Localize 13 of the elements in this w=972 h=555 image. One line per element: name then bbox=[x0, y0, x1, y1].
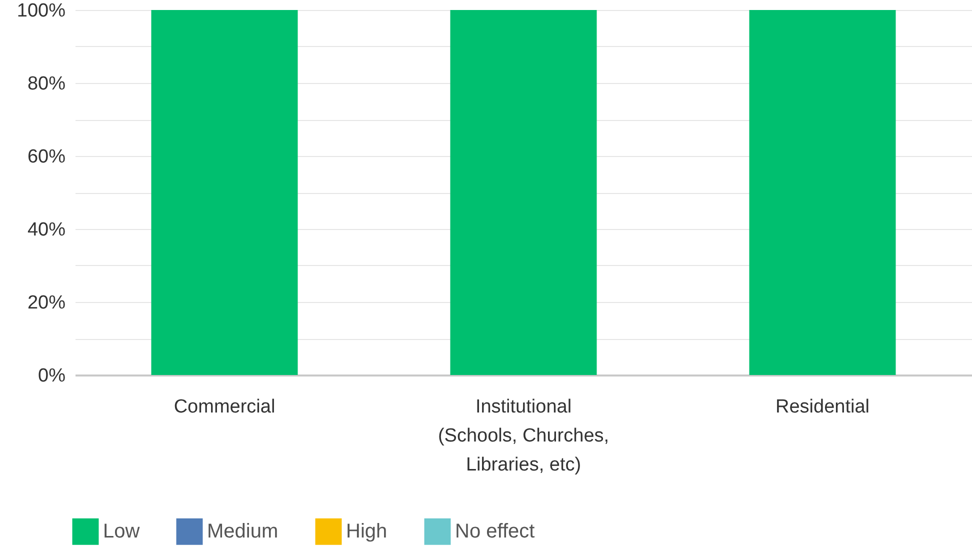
y-tick-label: 40% bbox=[27, 220, 66, 240]
y-tick-label: 0% bbox=[38, 366, 66, 386]
x-tick-label: Commercial bbox=[174, 396, 276, 418]
legend-label: High bbox=[346, 520, 388, 543]
legend-label: No effect bbox=[455, 520, 536, 543]
legend-label: Medium bbox=[207, 520, 278, 543]
y-tick-label: 60% bbox=[27, 146, 66, 168]
legend-label: Low bbox=[103, 520, 140, 543]
x-tick-label: Residential bbox=[776, 396, 870, 418]
y-tick-label: 80% bbox=[27, 74, 66, 94]
x-tick-label: Institutional (Schools, Churches, Libraries, etc) bbox=[438, 396, 610, 476]
y-tick-label: 20% bbox=[27, 292, 66, 314]
y-tick-label: 100% bbox=[16, 0, 66, 22]
